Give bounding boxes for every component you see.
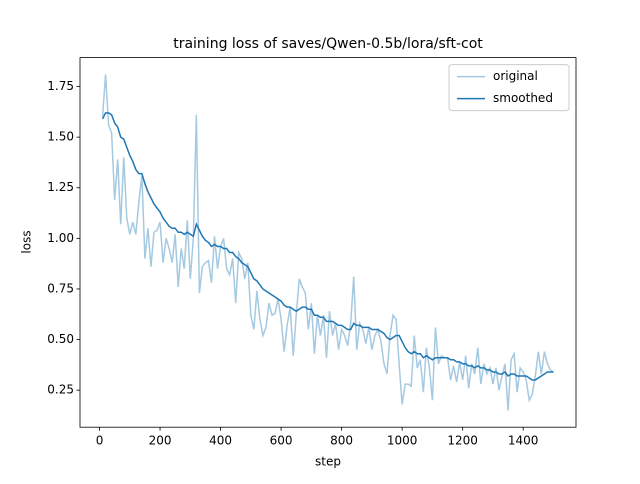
x-tick-label: 600 <box>270 434 293 448</box>
x-tick-label: 0 <box>96 434 104 448</box>
legend-label: smoothed <box>493 91 553 105</box>
y-tick-label: 1.25 <box>47 180 74 194</box>
y-tick-label: 0.50 <box>47 332 74 346</box>
y-tick-label: 1.50 <box>47 130 74 144</box>
y-tick-label: 0.25 <box>47 383 74 397</box>
x-tick-label: 400 <box>209 434 232 448</box>
x-tick-label: 800 <box>330 434 353 448</box>
legend-label: original <box>493 69 538 83</box>
x-tick-label: 1000 <box>387 434 418 448</box>
chart-title: training loss of saves/Qwen-0.5b/lora/sf… <box>173 36 483 52</box>
axes-frame <box>79 57 577 428</box>
x-tick-label: 200 <box>149 434 172 448</box>
x-tick-label: 1200 <box>447 434 478 448</box>
x-axis-label: step <box>315 455 341 469</box>
y-tick-label: 1.75 <box>47 79 74 93</box>
y-axis-label: loss <box>20 230 34 253</box>
line-1 <box>101 112 554 381</box>
x-tick-label: 1400 <box>508 434 539 448</box>
y-tick-label: 0.75 <box>47 281 74 295</box>
y-tick-label: 1.00 <box>47 231 74 245</box>
line-0 <box>101 74 554 411</box>
